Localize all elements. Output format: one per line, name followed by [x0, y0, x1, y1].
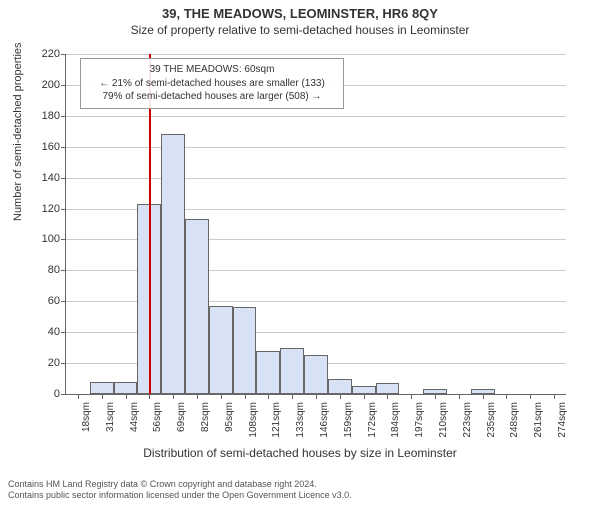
histogram-bar — [161, 134, 185, 394]
x-tick — [387, 394, 388, 399]
x-tick — [530, 394, 531, 399]
x-tick-label: 108sqm — [248, 402, 259, 438]
footer-line1: Contains HM Land Registry data © Crown c… — [8, 479, 352, 491]
x-tick-label: 184sqm — [390, 402, 401, 438]
x-tick-label: 172sqm — [367, 402, 378, 438]
y-tick-label: 0 — [0, 388, 60, 400]
x-tick-label: 197sqm — [414, 402, 425, 438]
x-tick — [102, 394, 103, 399]
x-tick — [149, 394, 150, 399]
x-tick-label: 274sqm — [557, 402, 568, 438]
x-tick-label: 18sqm — [81, 402, 92, 432]
y-tick-label: 40 — [0, 326, 60, 338]
histogram-bar — [471, 389, 495, 394]
x-tick — [554, 394, 555, 399]
x-tick-label: 56sqm — [152, 402, 163, 432]
annotation-line1: 39 THE MEADOWS: 60sqm — [87, 63, 337, 77]
x-tick-label: 44sqm — [129, 402, 140, 432]
x-tick-label: 210sqm — [438, 402, 449, 438]
x-tick — [221, 394, 222, 399]
histogram-bar — [352, 386, 376, 394]
y-tick-label: 20 — [0, 357, 60, 369]
y-tick-label: 140 — [0, 172, 60, 184]
histogram-bar — [233, 307, 257, 394]
y-tick-label: 180 — [0, 110, 60, 122]
x-tick-label: 159sqm — [343, 402, 354, 438]
grid-line — [66, 178, 566, 179]
x-tick-label: 133sqm — [295, 402, 306, 438]
x-tick — [411, 394, 412, 399]
y-tick-label: 80 — [0, 264, 60, 276]
histogram-bar — [256, 351, 280, 394]
x-tick — [268, 394, 269, 399]
annotation-line2: ← 21% of semi-detached houses are smalle… — [87, 77, 337, 91]
x-tick — [126, 394, 127, 399]
x-tick — [435, 394, 436, 399]
x-tick — [364, 394, 365, 399]
x-tick-label: 95sqm — [224, 402, 235, 432]
y-tick — [61, 394, 66, 395]
histogram-bar — [185, 219, 209, 394]
x-tick — [340, 394, 341, 399]
x-tick — [78, 394, 79, 399]
footer-line2: Contains public sector information licen… — [8, 490, 352, 502]
x-tick — [173, 394, 174, 399]
histogram-bar — [423, 389, 447, 394]
histogram-bar — [280, 348, 304, 394]
grid-line — [66, 147, 566, 148]
histogram-bar — [90, 382, 114, 394]
y-tick-label: 100 — [0, 233, 60, 245]
x-axis-label: Distribution of semi-detached houses by … — [0, 446, 600, 460]
x-tick — [245, 394, 246, 399]
x-tick-label: 235sqm — [486, 402, 497, 438]
x-tick-label: 82sqm — [200, 402, 211, 432]
histogram-bar — [376, 383, 400, 394]
x-tick — [459, 394, 460, 399]
x-tick — [197, 394, 198, 399]
annotation-line3: 79% of semi-detached houses are larger (… — [87, 90, 337, 104]
footer-attribution: Contains HM Land Registry data © Crown c… — [8, 479, 352, 502]
page-title: 39, THE MEADOWS, LEOMINSTER, HR6 8QY — [0, 6, 600, 21]
page-subtitle: Size of property relative to semi-detach… — [0, 23, 600, 37]
x-tick-label: 261sqm — [533, 402, 544, 438]
x-tick-label: 121sqm — [271, 402, 282, 438]
x-tick-label: 146sqm — [319, 402, 330, 438]
x-tick-label: 248sqm — [509, 402, 520, 438]
x-tick-label: 223sqm — [462, 402, 473, 438]
histogram-bar — [328, 379, 352, 394]
x-tick-label: 31sqm — [105, 402, 116, 432]
y-tick-label: 220 — [0, 48, 60, 60]
grid-line — [66, 54, 566, 55]
histogram-bar — [114, 382, 138, 394]
histogram-bar — [209, 306, 233, 394]
y-tick-label: 200 — [0, 79, 60, 91]
annotation-box: 39 THE MEADOWS: 60sqm← 21% of semi-detac… — [80, 58, 344, 109]
y-tick-label: 160 — [0, 141, 60, 153]
x-tick-label: 69sqm — [176, 402, 187, 432]
x-tick — [483, 394, 484, 399]
x-tick — [316, 394, 317, 399]
histogram-bar — [304, 355, 328, 394]
grid-line — [66, 116, 566, 117]
x-tick — [506, 394, 507, 399]
y-tick-label: 120 — [0, 203, 60, 215]
x-tick — [292, 394, 293, 399]
y-axis-label: Number of semi-detached properties — [12, 42, 24, 221]
y-tick-label: 60 — [0, 295, 60, 307]
